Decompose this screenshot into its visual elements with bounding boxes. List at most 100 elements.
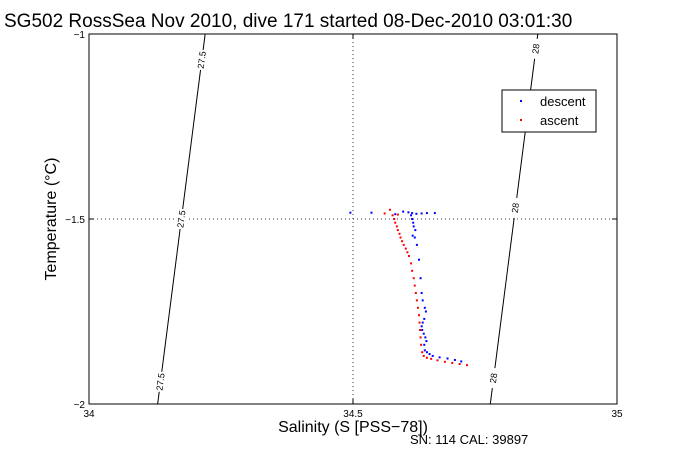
axis-ticks: 34 34.5 35 −2 −1.5 −1 [65, 30, 623, 420]
legend-label-ascent: ascent [540, 113, 579, 128]
descent-point [423, 317, 426, 320]
descent-point [370, 211, 373, 214]
descent-point [425, 340, 428, 343]
serial-calibration-note: SN: 114 CAL: 39897 [410, 432, 528, 447]
descent-point [453, 358, 456, 361]
x-tick-label: 34 [83, 409, 95, 420]
ascent-point [414, 292, 417, 294]
ascent-point [458, 363, 461, 366]
descent-point [411, 218, 414, 220]
descent-point [425, 212, 428, 215]
chart-title: SG502 RossSea Nov 2010, dive 171 started… [4, 11, 572, 32]
y-axis-label: Temperature (°C) [43, 158, 60, 281]
descent-point [418, 258, 420, 261]
descent-point [424, 310, 427, 313]
isopycnal-label: 28 [488, 372, 499, 383]
isopycnal-label-gap [530, 38, 541, 59]
ascent-point [413, 284, 416, 287]
ascent-point [418, 314, 420, 317]
descent-point [460, 360, 463, 363]
y-tick-label: −1 [74, 30, 86, 41]
ascent-point [404, 247, 407, 250]
ascent-point [383, 212, 386, 215]
isopycnal-label-gap [155, 371, 166, 392]
legend-box [501, 89, 597, 133]
isopycnal-label: 28 [530, 43, 541, 54]
x-tick-label: 34.5 [343, 409, 363, 420]
isopycnal-label: 27.5 [196, 51, 208, 70]
plot-area: 27.5 27.5 27.5 28 28 28 34 34.5 35 −2 −1.5 −1 [65, 30, 623, 420]
descent-point [420, 325, 423, 328]
ascent-point [399, 236, 402, 239]
isopycnal-label: 28 [510, 202, 521, 213]
x-tick-label: 35 [611, 409, 623, 420]
descent-point [424, 336, 427, 339]
descent-point [349, 211, 352, 214]
ascent-point [401, 240, 404, 243]
ascent-point [436, 359, 439, 362]
ascent-point [396, 229, 399, 232]
descent-point [419, 277, 422, 280]
ascent-point [410, 262, 413, 265]
descent-point [415, 243, 418, 246]
ascent-point [391, 214, 394, 217]
ascent-point [393, 218, 396, 220]
descent-point [410, 214, 413, 217]
descent-point [402, 210, 405, 213]
ascent-point [419, 336, 422, 339]
series-ascent [383, 208, 469, 367]
descent-point [415, 212, 418, 215]
descent-point [433, 212, 436, 215]
descent-point [428, 353, 431, 356]
isopycnal-label-gap [176, 209, 187, 229]
descent-point [412, 221, 415, 224]
legend: descent ascent [501, 89, 597, 133]
x-axis-label: Salinity (S [PSS−78]) [278, 419, 428, 436]
isopycnal-label-gap [196, 49, 207, 70]
descent-point [411, 212, 414, 215]
isopycnal-label-gap [510, 197, 521, 218]
ascent-point [415, 299, 418, 302]
ascent-point [398, 232, 401, 235]
descent-point [422, 332, 425, 335]
descent-point [413, 236, 416, 239]
descent-point [425, 351, 428, 354]
isopycnal-label: 27.5 [154, 372, 166, 391]
ascent-point [388, 208, 391, 211]
ascent-point [394, 221, 397, 224]
descent-point [407, 211, 410, 214]
descent-point [421, 321, 424, 324]
ascent-point [402, 243, 405, 246]
legend-label-descent: descent [540, 94, 586, 109]
descent-point [394, 213, 397, 216]
ascent-point [425, 356, 428, 359]
descent-point [414, 229, 417, 232]
ascent-point [419, 329, 422, 331]
ascent-point [420, 343, 423, 346]
ascent-point [422, 354, 425, 357]
descent-point [411, 234, 414, 237]
y-tick-label: −2 [74, 400, 86, 411]
descent-point [421, 329, 424, 331]
ascent-point [416, 306, 419, 309]
series-descent [349, 210, 463, 363]
descent-point [423, 306, 426, 309]
isopycnal-label: 27.5 [175, 210, 187, 229]
ascent-point [412, 277, 415, 280]
descent-point [420, 292, 423, 294]
ascent-point [407, 255, 410, 257]
ascent-point [418, 321, 421, 324]
ascent-point [421, 351, 424, 354]
ascent-point [443, 360, 446, 363]
descent-point [431, 354, 434, 357]
ascent-point [451, 361, 454, 364]
y-tick-label: −1.5 [65, 215, 85, 226]
descent-point [420, 212, 423, 215]
ascent-point [466, 364, 469, 367]
descent-point [421, 299, 424, 302]
data-series [349, 208, 469, 367]
ascent-point [411, 269, 414, 272]
isopycnal-label-gap [488, 368, 499, 389]
descent-point [423, 349, 426, 352]
